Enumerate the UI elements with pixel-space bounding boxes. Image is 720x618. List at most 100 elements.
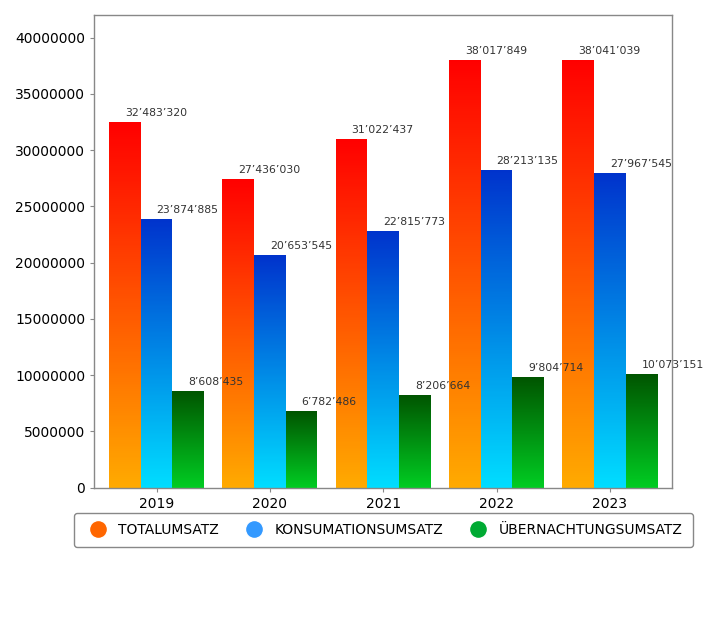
Bar: [481, 203, 513, 205]
Bar: [109, 255, 140, 257]
Bar: [367, 263, 399, 265]
Bar: [562, 280, 594, 282]
Bar: [222, 474, 254, 475]
Bar: [222, 460, 254, 462]
Bar: [140, 266, 172, 268]
Bar: [449, 233, 481, 235]
Bar: [140, 355, 172, 356]
Bar: [449, 297, 481, 300]
Bar: [594, 395, 626, 396]
Bar: [594, 324, 626, 326]
Bar: [140, 363, 172, 364]
Bar: [562, 252, 594, 255]
Bar: [222, 324, 254, 326]
Bar: [367, 287, 399, 289]
Bar: [449, 171, 481, 173]
Bar: [222, 375, 254, 376]
Bar: [254, 310, 286, 311]
Bar: [481, 214, 513, 216]
Bar: [222, 444, 254, 446]
Bar: [109, 127, 140, 129]
Bar: [140, 219, 172, 221]
Bar: [367, 290, 399, 291]
Bar: [594, 255, 626, 256]
Bar: [562, 231, 594, 233]
Bar: [367, 330, 399, 331]
Bar: [367, 449, 399, 451]
Bar: [449, 81, 481, 83]
Bar: [449, 222, 481, 224]
Bar: [449, 306, 481, 308]
Bar: [594, 219, 626, 220]
Bar: [367, 420, 399, 421]
Bar: [254, 465, 286, 467]
Bar: [594, 243, 626, 245]
Bar: [449, 381, 481, 383]
Bar: [140, 465, 172, 466]
Bar: [594, 206, 626, 208]
Bar: [562, 186, 594, 188]
Bar: [336, 301, 367, 303]
Bar: [140, 329, 172, 331]
Bar: [140, 389, 172, 391]
Bar: [562, 164, 594, 167]
Bar: [367, 342, 399, 344]
Bar: [449, 109, 481, 111]
Bar: [562, 250, 594, 252]
Bar: [109, 347, 140, 349]
Bar: [367, 464, 399, 465]
Bar: [222, 240, 254, 242]
Bar: [367, 427, 399, 429]
Bar: [254, 472, 286, 473]
Bar: [449, 237, 481, 240]
Bar: [449, 366, 481, 368]
Bar: [594, 476, 626, 478]
Bar: [449, 137, 481, 139]
Bar: [140, 442, 172, 443]
Bar: [449, 430, 481, 432]
Bar: [222, 277, 254, 279]
Bar: [481, 170, 513, 172]
Bar: [109, 279, 140, 281]
Bar: [367, 320, 399, 321]
Bar: [109, 409, 140, 411]
Bar: [594, 242, 626, 243]
Bar: [367, 300, 399, 302]
Bar: [367, 429, 399, 430]
Bar: [222, 320, 254, 321]
Bar: [254, 476, 286, 477]
Bar: [140, 443, 172, 445]
Bar: [594, 233, 626, 234]
Bar: [109, 468, 140, 470]
Bar: [222, 231, 254, 233]
Bar: [481, 339, 513, 340]
Bar: [109, 338, 140, 340]
Bar: [562, 372, 594, 375]
Bar: [222, 262, 254, 264]
Bar: [367, 359, 399, 360]
Bar: [336, 402, 367, 404]
Bar: [336, 329, 367, 331]
Bar: [336, 316, 367, 318]
Bar: [481, 206, 513, 208]
Bar: [222, 478, 254, 480]
Bar: [481, 178, 513, 180]
Bar: [109, 382, 140, 384]
Bar: [254, 279, 286, 280]
Bar: [109, 193, 140, 195]
Bar: [562, 276, 594, 278]
Bar: [449, 70, 481, 73]
Bar: [254, 370, 286, 371]
Bar: [336, 449, 367, 451]
Bar: [222, 264, 254, 265]
Bar: [109, 153, 140, 155]
Bar: [336, 310, 367, 311]
Bar: [109, 405, 140, 407]
Bar: [336, 405, 367, 407]
Bar: [562, 468, 594, 470]
Bar: [336, 369, 367, 371]
Bar: [222, 459, 254, 460]
Bar: [140, 245, 172, 246]
Bar: [481, 245, 513, 247]
Bar: [481, 247, 513, 248]
